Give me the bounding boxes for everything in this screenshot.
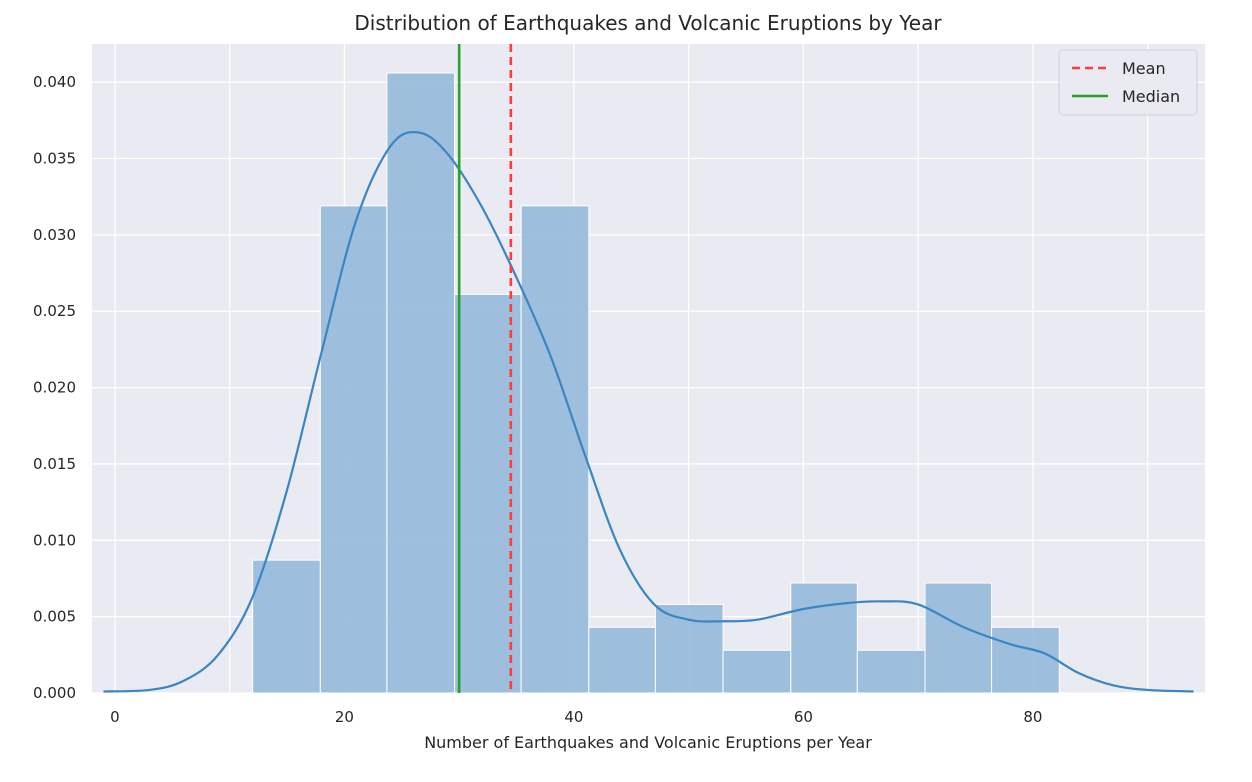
histogram-bar-7 xyxy=(722,649,792,694)
y-tick-label-4: 0.020 xyxy=(33,379,76,397)
histogram-bars xyxy=(252,72,1060,694)
x-tick-label-4: 80 xyxy=(1023,708,1042,726)
y-tick-label-3: 0.015 xyxy=(33,455,76,473)
histogram-bar-5 xyxy=(588,626,656,694)
legend-box xyxy=(1058,49,1198,116)
legend-mean-label: Mean xyxy=(1122,59,1166,78)
y-tick-label-5: 0.025 xyxy=(33,302,76,320)
histogram-bar-1 xyxy=(319,205,388,694)
histogram-bar-8 xyxy=(790,582,858,694)
histogram-bar-9 xyxy=(856,649,926,694)
x-tick-label-3: 60 xyxy=(794,708,813,726)
kde-curve xyxy=(103,131,1194,693)
x-tick-label-1: 20 xyxy=(335,708,354,726)
histogram-bar-10 xyxy=(924,582,993,694)
y-tick-label-7: 0.035 xyxy=(33,150,76,168)
legend: Mean Median xyxy=(1058,49,1198,116)
histogram-bar-0 xyxy=(252,559,321,694)
chart-title: Distribution of Earthquakes and Volcanic… xyxy=(354,11,942,35)
histogram-bar-2 xyxy=(386,72,456,694)
x-axis-label: Number of Earthquakes and Volcanic Erupt… xyxy=(424,733,872,752)
grid-lines xyxy=(92,44,1205,694)
x-axis-ticks: 0 20 40 60 80 xyxy=(110,708,1042,726)
y-tick-label-2: 0.010 xyxy=(33,531,76,549)
legend-median-label: Median xyxy=(1122,87,1180,106)
x-tick-label-0: 0 xyxy=(110,708,120,726)
y-tick-label-8: 0.040 xyxy=(33,73,76,91)
x-tick-label-2: 40 xyxy=(564,708,583,726)
y-tick-label-0: 0.000 xyxy=(33,684,76,702)
histogram-bar-4 xyxy=(520,205,590,694)
y-tick-label-6: 0.030 xyxy=(33,226,76,244)
y-tick-label-1: 0.005 xyxy=(33,608,76,626)
histogram-bar-11 xyxy=(991,626,1060,694)
histogram-bar-6 xyxy=(654,603,724,694)
y-axis-ticks: 0.000 0.005 0.010 0.015 0.020 0.025 0.030 0.035… xyxy=(33,73,76,702)
